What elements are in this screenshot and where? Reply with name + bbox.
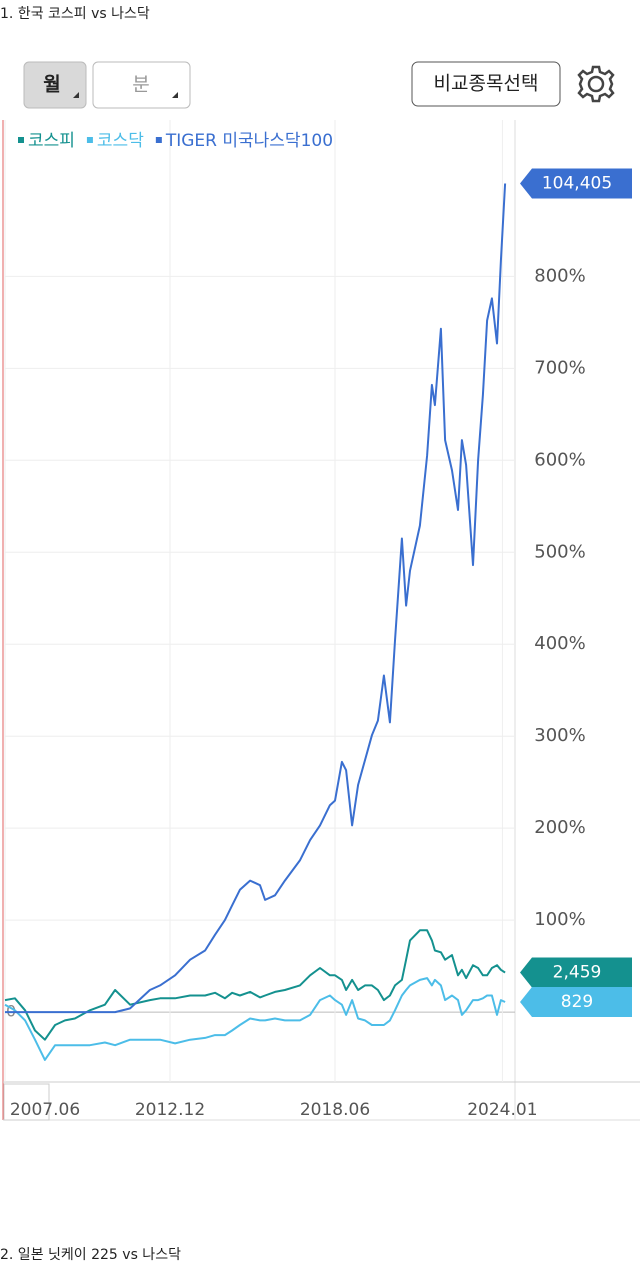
minute-label: 분: [132, 74, 149, 96]
y-tick-label: 600%: [534, 449, 585, 470]
compare-label: 비교종목선택: [434, 73, 539, 95]
x-tick-label: 2012.12: [135, 1100, 205, 1120]
legend-label: 코스피: [28, 131, 75, 151]
header: 1. 한국 코스피 vs 나스닥: [0, 6, 150, 22]
series-line: [4, 977, 506, 1061]
corner-box: [3, 1083, 50, 1121]
period-label: 월: [43, 74, 60, 96]
period-button[interactable]: [23, 61, 87, 109]
series-line: [5, 183, 507, 1014]
last-value-box: [520, 957, 632, 988]
y-tick-label: 500%: [534, 541, 585, 562]
dropdown-arrow: [73, 92, 79, 98]
x-tick-label: 2018.06: [300, 1100, 370, 1120]
dropdown-arrow: [172, 92, 178, 98]
y-tick-label: 700%: [534, 357, 585, 378]
series-line: [4, 929, 506, 1041]
y-tick-label: 100%: [534, 909, 585, 930]
last-value-box: [520, 168, 632, 199]
y-tick-label: 800%: [534, 265, 585, 286]
legend-swatch: [18, 137, 24, 143]
y-tick-label: 200%: [534, 817, 585, 838]
y-tick-label: 400%: [534, 633, 585, 654]
last-value-label: 829: [561, 992, 593, 1012]
compare-button[interactable]: [411, 61, 561, 107]
legend-label: 코스닥: [97, 131, 144, 151]
x-tick-label: 2007.06: [10, 1100, 80, 1120]
minute-button[interactable]: [92, 61, 191, 109]
last-value-label: 104,405: [542, 173, 612, 193]
legend-label: TIGER 미국나스닥100: [165, 131, 333, 151]
legend-swatch: [155, 137, 162, 143]
last-value-box: [520, 986, 632, 1017]
x-tick-label: 2024.01: [467, 1100, 537, 1120]
legend-swatch: [86, 137, 93, 143]
last-value-label: 2,459: [553, 963, 602, 983]
y-tick-label: 300%: [534, 725, 585, 746]
settings-icon[interactable]: [577, 65, 615, 103]
footer: 2. 일본 닛케이 225 vs 나스닥: [0, 1247, 181, 1263]
